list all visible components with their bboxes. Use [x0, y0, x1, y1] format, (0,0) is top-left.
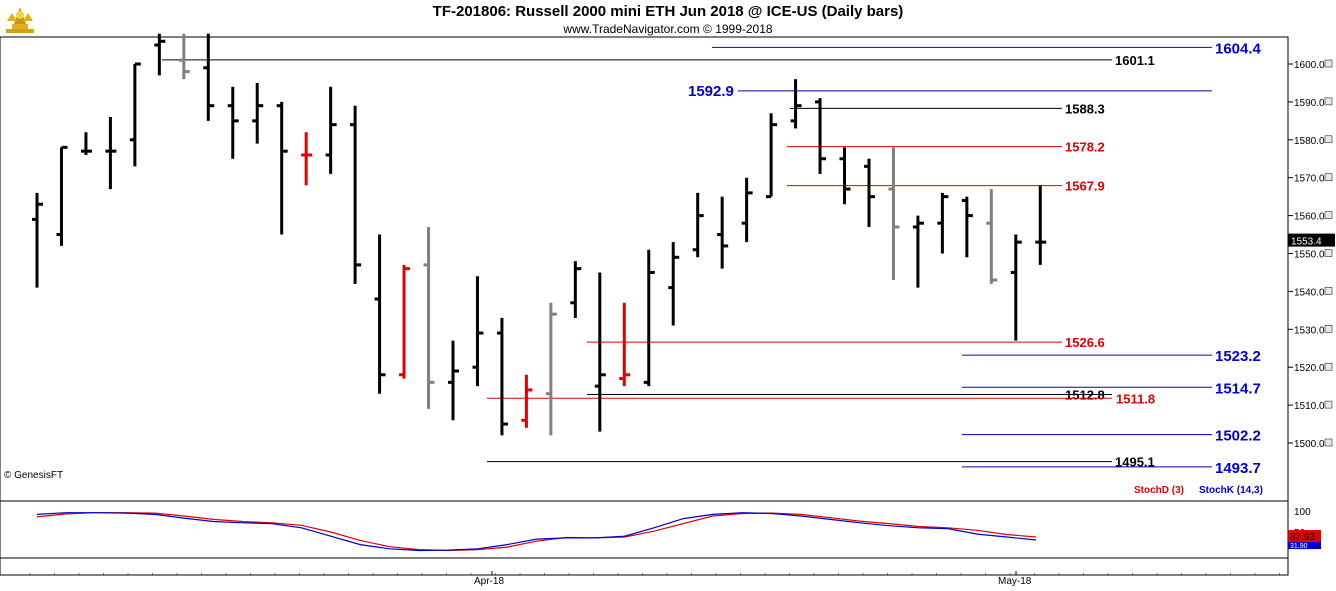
stochd-last-value: 37.93 [1290, 532, 1315, 543]
ohlc-bar[interactable] [815, 98, 827, 174]
level-label-1567.9: 1567.9 [1065, 179, 1105, 194]
chart-subtitle: www.TradeNavigator.com © 1999-2018 [563, 22, 773, 36]
ohlc-bar[interactable] [472, 276, 484, 387]
osc-tick-label: 100 [1294, 507, 1311, 518]
ohlc-bar[interactable] [129, 62, 141, 167]
y-tick-label: 1500.0 [1294, 439, 1325, 450]
y-tick-label: 1560.0 [1294, 212, 1325, 223]
ohlc-bar[interactable] [374, 234, 386, 394]
ohlc-bar[interactable] [80, 132, 92, 155]
y-tick-marker-icon [1324, 249, 1333, 257]
ohlc-bar[interactable] [276, 101, 288, 235]
last-price-box [1288, 233, 1335, 247]
y-tick-label: 1570.0 [1294, 174, 1325, 185]
y-tick-marker-icon [1324, 400, 1333, 409]
ohlc-bar[interactable] [350, 105, 362, 284]
stochk-last-value: 31.90 [1290, 543, 1308, 550]
y-tick-label: 1590.0 [1294, 98, 1325, 109]
ohlc-bar[interactable] [545, 302, 557, 436]
stochk-last-box [1288, 542, 1321, 550]
legend-stochk: StochK (14,3) [1199, 485, 1263, 496]
ohlc-bar[interactable] [154, 33, 166, 76]
y-tick-label: 1550.0 [1294, 250, 1325, 261]
ohlc-bar[interactable] [105, 117, 117, 190]
y-tick-marker-icon [1324, 59, 1333, 68]
ohlc-bar[interactable] [447, 340, 459, 421]
ohlc-bar[interactable] [888, 147, 900, 281]
ohlc-bar[interactable] [496, 317, 508, 436]
y-tick-marker-icon [1324, 362, 1333, 371]
ohlc-bar[interactable] [1035, 185, 1047, 265]
level-label-1495.1: 1495.1 [1115, 455, 1155, 470]
ohlc-bar[interactable] [766, 113, 778, 199]
ohlc-bar[interactable] [692, 192, 704, 258]
copyright-label: © GenesisFT [4, 470, 63, 481]
level-label-1526.6: 1526.6 [1065, 335, 1105, 350]
series-line-stochd [36, 512, 1037, 552]
y-tick-marker-icon [1324, 287, 1333, 295]
chart-title: TF-201806: Russell 2000 mini ETH Jun 201… [432, 3, 904, 20]
series-line-stochk [36, 512, 1037, 552]
ohlc-bar[interactable] [863, 158, 875, 227]
y-tick-label: 1600.0 [1294, 60, 1325, 71]
level-label-1578.2: 1578.2 [1065, 140, 1105, 155]
stochd-last-box [1288, 530, 1321, 543]
level-label-1514.7: 1514.7 [1215, 380, 1261, 397]
ohlc-bar[interactable] [252, 82, 264, 144]
level-label-1601.1: 1601.1 [1115, 53, 1155, 68]
y-tick-marker-icon [1324, 173, 1333, 181]
ohlc-bar[interactable] [301, 132, 313, 186]
y-tick-label: 1530.0 [1294, 325, 1325, 336]
ohlc-bar[interactable] [399, 264, 411, 379]
ohlc-bar[interactable] [986, 189, 998, 284]
ohlc-bar[interactable] [790, 79, 802, 129]
y-tick-label: 1540.0 [1294, 287, 1325, 298]
y-tick-label: 1580.0 [1294, 136, 1325, 147]
level-label-1604.4: 1604.4 [1215, 40, 1262, 57]
last-price-label: 1553.4 [1291, 237, 1322, 248]
x-tick-label: Apr-18 [474, 576, 504, 587]
y-tick-label: 1520.0 [1294, 363, 1325, 374]
ohlc-bar[interactable] [178, 33, 190, 80]
ohlc-bar[interactable] [619, 302, 631, 387]
level-label-1493.7: 1493.7 [1215, 460, 1261, 477]
level-label-1511.8: 1511.8 [1116, 391, 1155, 406]
ohlc-bar[interactable] [717, 196, 729, 269]
level-label-1502.2: 1502.2 [1215, 428, 1261, 445]
ohlc-bar[interactable] [937, 192, 949, 254]
y-tick-marker-icon [1324, 211, 1333, 219]
x-tick-label: May-18 [998, 576, 1032, 587]
level-label-1588.3: 1588.3 [1065, 101, 1105, 116]
ohlc-bar[interactable] [423, 226, 435, 409]
level-label-1512.8: 1512.8 [1065, 387, 1105, 402]
y-tick-marker-icon [1324, 97, 1333, 106]
ohlc-bar[interactable] [32, 192, 43, 288]
ohlc-bar[interactable] [570, 261, 582, 318]
ohlc-bar[interactable] [227, 86, 239, 159]
trade-navigator-logo-icon [6, 7, 34, 33]
ohlc-bar[interactable] [912, 215, 924, 288]
ohlc-bar[interactable] [1010, 234, 1022, 341]
ohlc-bar[interactable] [741, 177, 753, 243]
ohlc-bar[interactable] [521, 374, 533, 428]
legend-stochd: StochD (3) [1134, 485, 1184, 496]
ohlc-bar[interactable] [839, 147, 851, 205]
level-label-1523.2: 1523.2 [1215, 348, 1261, 365]
ohlc-bar[interactable] [961, 196, 973, 258]
ohlc-bar[interactable] [56, 145, 68, 246]
y-tick-marker-icon [1324, 438, 1333, 447]
ohlc-bar[interactable] [668, 242, 680, 326]
ohlc-bar[interactable] [203, 33, 215, 121]
y-tick-label: 1510.0 [1294, 401, 1325, 412]
ohlc-bar[interactable] [594, 272, 606, 432]
y-tick-marker-icon [1324, 325, 1333, 333]
plot-frame [0, 36, 1289, 576]
y-tick-marker-icon [1324, 135, 1333, 144]
level-label-1592.9: 1592.9 [688, 83, 734, 100]
ohlc-bar[interactable] [325, 86, 337, 174]
ohlc-bar[interactable] [643, 249, 655, 387]
